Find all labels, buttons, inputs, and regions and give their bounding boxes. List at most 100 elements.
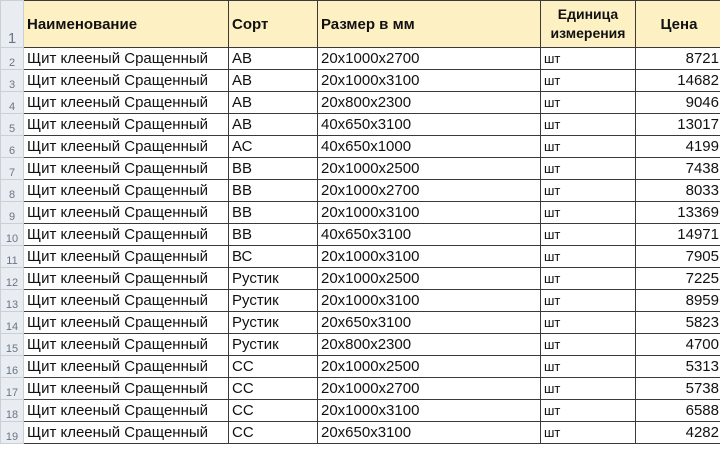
cell-size[interactable]: 20x1000x2500 bbox=[317, 267, 541, 290]
cell-name[interactable]: Щит клееный Сращенный bbox=[23, 267, 229, 290]
row-number[interactable]: 11 bbox=[0, 245, 24, 268]
row-number[interactable]: 7 bbox=[0, 157, 24, 180]
cell-name[interactable]: Щит клееный Сращенный bbox=[23, 135, 229, 158]
cell-grade[interactable]: Рустик bbox=[228, 267, 318, 290]
cell-price[interactable]: 8033 bbox=[635, 179, 720, 202]
cell-size[interactable]: 20x1000x2500 bbox=[317, 157, 541, 180]
cell-price[interactable]: 14971 bbox=[635, 223, 720, 246]
cell-grade[interactable]: АВ bbox=[228, 91, 318, 114]
cell-grade[interactable]: АВ bbox=[228, 113, 318, 136]
cell-size[interactable]: 20x1000x2500 bbox=[317, 355, 541, 378]
cell-name[interactable]: Щит клееный Сращенный bbox=[23, 421, 229, 444]
row-number[interactable]: 6 bbox=[0, 135, 24, 158]
row-number[interactable]: 9 bbox=[0, 201, 24, 224]
cell-size[interactable]: 20x650x3100 bbox=[317, 421, 541, 444]
cell-size[interactable]: 40x650x3100 bbox=[317, 223, 541, 246]
cell-price[interactable]: 7438 bbox=[635, 157, 720, 180]
cell-unit[interactable]: шт bbox=[540, 201, 636, 224]
row-number[interactable]: 16 bbox=[0, 355, 24, 378]
cell-size[interactable]: 20x1000x3100 bbox=[317, 289, 541, 312]
cell-unit[interactable]: шт bbox=[540, 355, 636, 378]
header-grade[interactable]: Сорт bbox=[228, 0, 318, 48]
row-number[interactable]: 15 bbox=[0, 333, 24, 356]
cell-name[interactable]: Щит клееный Сращенный bbox=[23, 91, 229, 114]
cell-unit[interactable]: шт bbox=[540, 223, 636, 246]
cell-size[interactable]: 40x650x3100 bbox=[317, 113, 541, 136]
cell-name[interactable]: Щит клееный Сращенный bbox=[23, 377, 229, 400]
row-number[interactable]: 3 bbox=[0, 69, 24, 92]
cell-name[interactable]: Щит клееный Сращенный bbox=[23, 223, 229, 246]
cell-price[interactable]: 6588 bbox=[635, 399, 720, 422]
cell-size[interactable]: 20x1000x2700 bbox=[317, 179, 541, 202]
cell-grade[interactable]: ВВ bbox=[228, 223, 318, 246]
cell-name[interactable]: Щит клееный Сращенный bbox=[23, 399, 229, 422]
row-number[interactable]: 4 bbox=[0, 91, 24, 114]
cell-name[interactable]: Щит клееный Сращенный bbox=[23, 245, 229, 268]
cell-size[interactable]: 20x650x3100 bbox=[317, 311, 541, 334]
cell-unit[interactable]: шт bbox=[540, 135, 636, 158]
row-number[interactable]: 1 bbox=[0, 0, 24, 48]
cell-grade[interactable]: СС bbox=[228, 421, 318, 444]
cell-price[interactable]: 5823 bbox=[635, 311, 720, 334]
cell-unit[interactable]: шт bbox=[540, 289, 636, 312]
cell-name[interactable]: Щит клееный Сращенный bbox=[23, 289, 229, 312]
cell-size[interactable]: 40x650x1000 bbox=[317, 135, 541, 158]
cell-size[interactable]: 20x1000x2700 bbox=[317, 377, 541, 400]
cell-unit[interactable]: шт bbox=[540, 47, 636, 70]
cell-price[interactable]: 4199 bbox=[635, 135, 720, 158]
row-number[interactable]: 13 bbox=[0, 289, 24, 312]
row-number[interactable]: 5 bbox=[0, 113, 24, 136]
cell-grade[interactable]: АС bbox=[228, 135, 318, 158]
row-number[interactable]: 18 bbox=[0, 399, 24, 422]
cell-price[interactable]: 14682 bbox=[635, 69, 720, 92]
header-unit[interactable]: Единица измерения bbox=[540, 0, 636, 48]
cell-grade[interactable]: ВВ bbox=[228, 179, 318, 202]
row-number[interactable]: 14 bbox=[0, 311, 24, 334]
cell-grade[interactable]: Рустик bbox=[228, 289, 318, 312]
cell-price[interactable]: 5313 bbox=[635, 355, 720, 378]
cell-price[interactable]: 7225 bbox=[635, 267, 720, 290]
cell-unit[interactable]: шт bbox=[540, 333, 636, 356]
cell-name[interactable]: Щит клееный Сращенный bbox=[23, 355, 229, 378]
cell-price[interactable]: 7905 bbox=[635, 245, 720, 268]
header-size[interactable]: Размер в мм bbox=[317, 0, 541, 48]
cell-size[interactable]: 20x1000x3100 bbox=[317, 245, 541, 268]
cell-unit[interactable]: шт bbox=[540, 157, 636, 180]
cell-unit[interactable]: шт bbox=[540, 311, 636, 334]
cell-size[interactable]: 20x1000x3100 bbox=[317, 201, 541, 224]
cell-name[interactable]: Щит клееный Сращенный bbox=[23, 69, 229, 92]
row-number[interactable]: 2 bbox=[0, 47, 24, 70]
cell-price[interactable]: 5738 bbox=[635, 377, 720, 400]
cell-name[interactable]: Щит клееный Сращенный bbox=[23, 47, 229, 70]
cell-unit[interactable]: шт bbox=[540, 69, 636, 92]
cell-grade[interactable]: ВВ bbox=[228, 201, 318, 224]
cell-grade[interactable]: Рустик bbox=[228, 333, 318, 356]
row-number[interactable]: 17 bbox=[0, 377, 24, 400]
cell-name[interactable]: Щит клееный Сращенный bbox=[23, 201, 229, 224]
cell-name[interactable]: Щит клееный Сращенный bbox=[23, 157, 229, 180]
cell-unit[interactable]: шт bbox=[540, 399, 636, 422]
cell-unit[interactable]: шт bbox=[540, 179, 636, 202]
cell-unit[interactable]: шт bbox=[540, 113, 636, 136]
cell-name[interactable]: Щит клееный Сращенный bbox=[23, 179, 229, 202]
cell-size[interactable]: 20x800x2300 bbox=[317, 333, 541, 356]
cell-size[interactable]: 20x1000x2700 bbox=[317, 47, 541, 70]
cell-grade[interactable]: СС bbox=[228, 399, 318, 422]
row-number[interactable]: 19 bbox=[0, 421, 24, 444]
cell-unit[interactable]: шт bbox=[540, 267, 636, 290]
cell-size[interactable]: 20x800x2300 bbox=[317, 91, 541, 114]
cell-name[interactable]: Щит клееный Сращенный bbox=[23, 113, 229, 136]
cell-price[interactable]: 13369 bbox=[635, 201, 720, 224]
cell-price[interactable]: 8959 bbox=[635, 289, 720, 312]
cell-name[interactable]: Щит клееный Сращенный bbox=[23, 333, 229, 356]
cell-price[interactable]: 4282 bbox=[635, 421, 720, 444]
cell-price[interactable]: 9046 bbox=[635, 91, 720, 114]
cell-grade[interactable]: Рустик bbox=[228, 311, 318, 334]
cell-size[interactable]: 20x1000x3100 bbox=[317, 69, 541, 92]
cell-unit[interactable]: шт bbox=[540, 377, 636, 400]
cell-price[interactable]: 8721 bbox=[635, 47, 720, 70]
cell-price[interactable]: 4700 bbox=[635, 333, 720, 356]
cell-unit[interactable]: шт bbox=[540, 421, 636, 444]
cell-grade[interactable]: АВ bbox=[228, 69, 318, 92]
row-number[interactable]: 12 bbox=[0, 267, 24, 290]
